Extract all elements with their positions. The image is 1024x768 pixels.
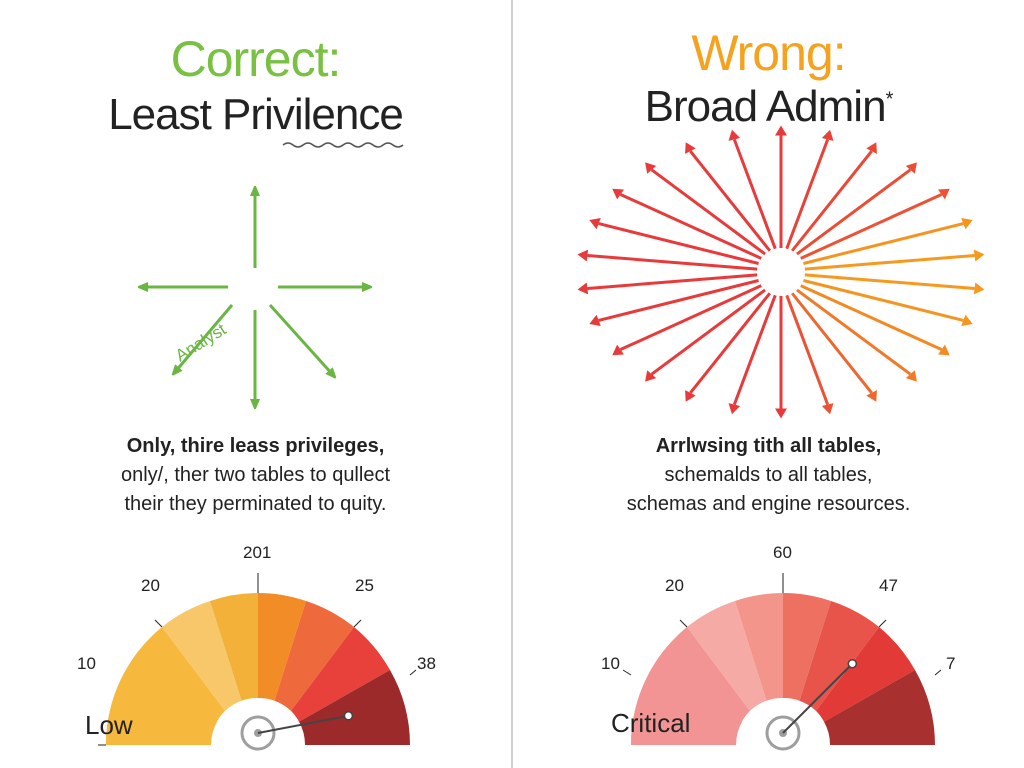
permission-arrow [796,288,912,376]
title-asterisk: * [885,88,894,111]
permission-arrow [803,279,964,322]
permission-arrow-head [775,125,787,136]
gauge-needle [782,662,854,734]
permission-arrow-head [645,162,657,174]
caption-line-1: Only, thire leass privileges, [126,435,385,457]
permission-arrow [689,292,772,394]
permission-arrow-head [973,282,985,295]
gauge-level-label: Low [85,710,133,740]
permission-arrow-head [728,129,741,141]
risk-gauge-critical [622,573,942,751]
risk-gauge-low [98,573,417,751]
gauge-needle-tip [847,658,858,669]
permission-arrow-head [612,344,624,356]
permission-arrow [804,273,975,290]
broad-admin-title: Broad Admin* [513,82,1024,132]
permission-arrow [598,222,759,265]
wrong-panel: Wrong: Broad Admin* [513,0,1024,768]
permission-arrow [803,222,964,265]
wrong-caption: Arrlwsing tith all tables, schemalds to … [513,432,1024,519]
permission-arrow-head [938,188,950,200]
caption-line-1: Arrlwsing tith all tables, [655,435,882,457]
permission-arrow [587,254,758,271]
analyst-label: Analyst [172,320,230,366]
gauge-tick-60: 60 [773,543,792,562]
permission-arrow-head [685,390,696,402]
permission-arrow [650,288,766,376]
permission-arrow-head [821,403,834,415]
least-privilege-title: Least Privilence [108,90,404,139]
least-privilege-diagram: Analyst 10 20 201 25 38 [77,142,436,751]
correct-heading: Correct: [170,31,342,87]
permission-arrow [804,254,975,271]
gauge-level-label: Critical [611,708,691,738]
permission-arrow-head [577,282,589,295]
gauge-tick-20: 20 [665,576,684,595]
correct-caption: Only, thire leass privileges, only/, the… [0,432,511,519]
gauge-tick-201: 201 [243,543,271,562]
gauge-tick-47: 47 [879,576,898,595]
permission-arrow-head [961,217,973,230]
permission-arrow [619,284,762,351]
arrow-down-left [175,304,234,372]
caption-line-2: only/, ther two tables to qullect [120,464,391,486]
permission-arrow [732,138,777,250]
permission-arrow [587,273,758,290]
gauge-needle [257,714,349,734]
permission-arrow-head [577,249,589,262]
permission-arrow [790,150,873,252]
panel-divider [511,0,513,768]
permission-arrow [796,168,912,256]
permission-arrow-head [938,344,950,356]
caption-line-3: their they perminated to quity. [124,493,387,515]
arrow-down-right [268,303,333,375]
permission-arrow-head [905,162,917,174]
broad-admin-diagram: 10 20 60 47 7 [577,125,985,751]
gauge-tick-25: 25 [355,576,374,595]
permission-arrow-head [589,314,601,327]
permission-arrow [619,193,762,260]
permission-arrow-head [728,403,741,415]
gauge-tick-20: 20 [141,576,160,595]
permission-arrow-head [961,314,973,327]
gauge-tick-10: 10 [601,654,620,673]
permission-arrow-head [645,370,657,382]
permission-arrow [650,168,766,256]
gauge-tick-10: 10 [77,654,96,673]
permission-arrow [790,292,873,394]
permission-arrow-head [612,188,624,200]
permission-arrow-head [775,408,787,419]
gauge-needle-tip [343,711,354,721]
permission-arrow-head [821,129,834,141]
permission-arrow [598,279,759,322]
permission-arrow [800,284,943,351]
permission-arrow-head [589,217,601,230]
arrow-burst [577,125,985,419]
permission-arrow [689,150,772,252]
wrong-heading: Wrong: [691,25,846,81]
gauge-tick-38: 38 [417,654,436,673]
correct-panel: Correct: Least Privilence Analyst [0,0,511,768]
permission-arrow [785,294,830,406]
gauge-tick-7: 7 [946,654,955,673]
permission-arrow-head [866,390,877,402]
permission-arrow-head [866,142,877,154]
caption-line-2: schemalds to all tables, [664,464,873,486]
title-underline [282,142,404,148]
permission-arrow [732,294,777,406]
permission-arrow [800,193,943,260]
caption-line-3: schemas and engine resources. [626,493,911,515]
permission-arrow-head [685,142,696,154]
permission-arrow [785,138,830,250]
permission-arrow-head [973,249,985,262]
broad-admin-title-text: Broad Admin [644,82,887,131]
permission-arrow-head [905,370,917,382]
